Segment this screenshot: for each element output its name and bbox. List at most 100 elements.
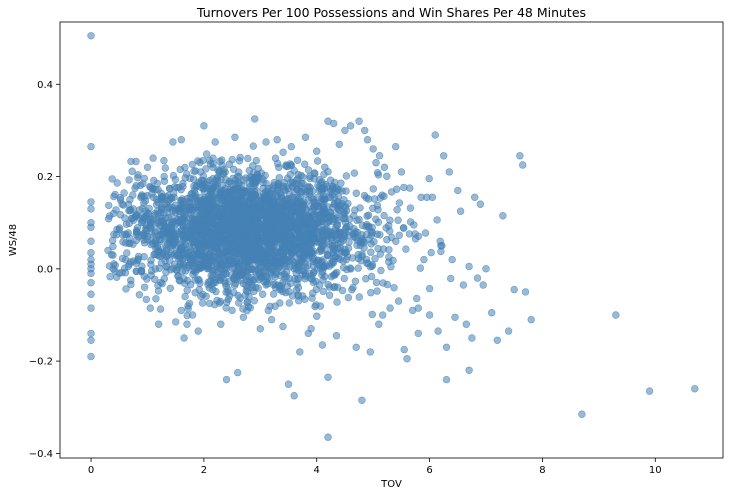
data-point — [270, 234, 278, 242]
data-point — [578, 410, 586, 418]
data-point — [394, 216, 402, 224]
data-point — [247, 173, 256, 182]
data-point — [183, 276, 192, 285]
data-point — [324, 168, 332, 176]
data-point — [434, 327, 442, 335]
data-point — [245, 292, 253, 301]
data-point — [290, 190, 298, 198]
data-point — [286, 170, 294, 179]
data-point — [219, 197, 227, 205]
data-point — [516, 152, 524, 160]
data-point — [395, 231, 403, 240]
data-point — [177, 136, 186, 144]
data-point — [309, 187, 317, 196]
data-point — [239, 305, 247, 313]
data-point — [217, 320, 225, 328]
data-point — [332, 332, 341, 340]
data-point — [314, 181, 322, 189]
data-point — [287, 232, 295, 240]
data-point — [152, 295, 160, 303]
data-point — [504, 327, 513, 335]
data-point — [292, 240, 300, 249]
data-point — [259, 290, 267, 298]
data-point — [234, 368, 242, 377]
data-point — [198, 299, 207, 307]
data-point — [233, 195, 242, 204]
data-point — [264, 306, 272, 315]
data-point — [479, 281, 487, 289]
data-point — [237, 217, 245, 226]
data-point — [262, 210, 270, 218]
data-point — [271, 154, 280, 162]
data-point — [372, 159, 380, 167]
data-point — [250, 222, 258, 230]
data-point — [87, 279, 95, 287]
y-axis-label: WS/48 — [8, 224, 19, 256]
data-point — [292, 286, 301, 294]
data-point — [109, 242, 117, 251]
data-point — [186, 174, 194, 182]
data-point — [170, 251, 178, 259]
data-point — [135, 291, 144, 299]
x-tick-label: 6 — [426, 465, 432, 476]
data-point — [280, 246, 289, 254]
data-point — [132, 182, 140, 190]
data-point — [224, 285, 232, 293]
data-point — [187, 235, 196, 243]
data-point — [340, 196, 348, 204]
data-point — [217, 232, 226, 240]
data-point — [362, 275, 370, 283]
data-point — [280, 239, 288, 247]
data-point — [454, 186, 462, 195]
data-point — [471, 193, 479, 202]
data-point — [231, 213, 239, 221]
data-point — [221, 227, 229, 235]
data-point — [146, 304, 155, 312]
data-point — [132, 267, 140, 275]
data-point — [296, 348, 304, 356]
data-point — [138, 204, 147, 213]
data-point — [366, 348, 374, 356]
data-point — [262, 278, 270, 286]
data-point — [383, 236, 391, 244]
data-point — [425, 284, 434, 293]
data-point — [364, 195, 373, 203]
y-tick-label: −0.2 — [29, 357, 53, 368]
data-point — [183, 286, 191, 294]
data-point — [361, 126, 369, 135]
data-point — [393, 206, 401, 214]
data-point — [367, 240, 375, 248]
data-point — [237, 276, 245, 284]
data-point — [390, 284, 398, 292]
data-point — [188, 216, 197, 225]
data-point — [288, 292, 297, 300]
data-point — [252, 156, 260, 165]
data-point — [313, 157, 322, 165]
data-point — [268, 184, 276, 192]
data-point — [400, 345, 408, 354]
data-point — [217, 175, 225, 184]
data-point — [181, 163, 189, 172]
data-point — [195, 261, 203, 269]
data-point — [645, 387, 654, 395]
data-point — [242, 267, 250, 275]
y-tick-label: 0.2 — [37, 172, 53, 183]
data-point — [379, 279, 387, 287]
data-point — [171, 183, 179, 191]
data-point — [232, 256, 241, 264]
data-point — [366, 263, 374, 271]
data-point — [304, 254, 312, 262]
data-point — [156, 305, 165, 313]
data-point — [157, 259, 166, 267]
data-point — [87, 336, 95, 344]
data-point — [225, 236, 234, 244]
data-point — [231, 229, 240, 237]
data-point — [224, 253, 233, 261]
data-point — [238, 181, 246, 190]
data-point — [186, 245, 194, 253]
data-point — [385, 253, 393, 261]
data-point — [143, 275, 151, 283]
data-point — [174, 272, 182, 280]
data-point — [104, 246, 112, 255]
